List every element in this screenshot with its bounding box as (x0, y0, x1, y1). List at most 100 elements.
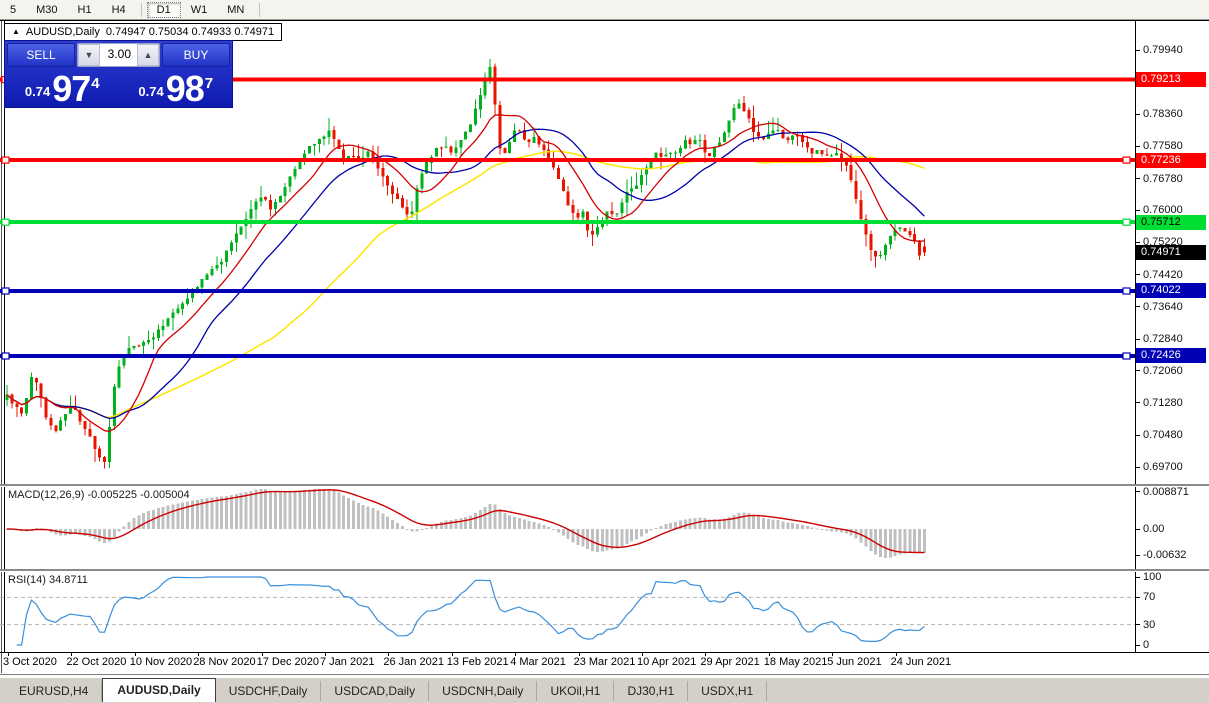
level-handle[interactable] (1, 352, 10, 360)
level-handle[interactable] (1122, 156, 1131, 164)
buy-price-prefix: 0.74 (138, 84, 164, 99)
price-level-label: 0.74971 (1136, 244, 1206, 260)
sell-button[interactable]: SELL (7, 43, 75, 67)
axis-tick-mark (1136, 554, 1140, 556)
price-axis-tick: 0.77580 (1143, 140, 1183, 153)
level-handle[interactable] (1, 218, 10, 226)
axis-tick-mark (1136, 624, 1140, 626)
rsi-pane-separator[interactable] (0, 569, 1209, 572)
time-axis-tick (705, 653, 707, 656)
price-axis-tick: 70 (1143, 591, 1156, 604)
volume-input[interactable]: 3.00 (107, 47, 131, 61)
time-axis-label: 23 Mar 2021 (573, 656, 636, 668)
time-axis-tick (642, 653, 643, 656)
chart-ohlc-values: 0.74947 0.75034 0.74933 0.74971 (105, 26, 275, 38)
level-handle[interactable] (1122, 352, 1131, 360)
price-axis-tick: 0.72840 (1143, 333, 1183, 346)
chart-top-border (0, 20, 1209, 21)
price-axis-tick: 0.00 (1143, 523, 1165, 535)
price-axis-tick: 0.78360 (1143, 108, 1183, 121)
time-axis-tick (198, 653, 200, 656)
level-handle[interactable] (1, 287, 10, 295)
price-level-label: 0.75712 (1136, 214, 1206, 230)
axis-tick-mark (1136, 434, 1140, 436)
timeframe-button-5[interactable]: 5 (10, 3, 17, 16)
buy-button[interactable]: BUY (162, 43, 230, 67)
chart-tab-AUDUSD-Daily[interactable]: AUDUSD,Daily (102, 677, 216, 702)
axis-tick-mark (1136, 576, 1140, 578)
axis-tick-mark (1136, 528, 1140, 530)
price-axis-tick: 0.72060 (1143, 364, 1183, 377)
time-axis-line (0, 652, 1209, 653)
toolbar-separator (140, 2, 142, 17)
rsi-indicator-label: RSI(14) 34.8711 (8, 574, 88, 586)
time-axis-label: 7 Jan 2021 (320, 656, 375, 668)
time-axis-tick (515, 653, 517, 656)
price-level-label: 0.77236 (1136, 152, 1206, 168)
timeframe-button-MN[interactable]: MN (227, 3, 245, 16)
chart-symbol-label: AUDUSD,Daily (25, 26, 100, 38)
chart-tabs-bar: EURUSD,H4 AUDUSD,Daily USDCHF,Daily USDCAD,… (0, 677, 1209, 703)
time-axis-label: 18 May 2021 (763, 656, 828, 668)
chart-tab-UKOil-H1[interactable]: UKOil,H1 (537, 680, 615, 701)
main-chart-canvas[interactable] (0, 20, 1135, 653)
axis-tick-mark (1136, 209, 1140, 211)
axis-tick-mark (1136, 178, 1140, 180)
axis-tick-mark (1136, 491, 1140, 493)
price-axis-tick: -0.00632 (1143, 549, 1187, 562)
timeframe-button-D1[interactable]: D1 (146, 1, 181, 18)
price-axis-tick: 0.73640 (1143, 300, 1183, 313)
time-axis-tick (832, 653, 834, 656)
volume-increase-button[interactable]: ▲ (137, 44, 159, 66)
timeframe-button-H1[interactable]: H1 (77, 3, 92, 16)
time-axis-tick (451, 653, 453, 656)
toolbar-separator (259, 2, 261, 17)
sell-price-big: 97 (52, 68, 91, 109)
time-axis-tick (325, 653, 326, 656)
price-axis-tick: 0.008871 (1143, 485, 1189, 498)
axis-tick-mark (1136, 644, 1140, 646)
time-axis-tick (71, 653, 73, 656)
price-level-label: 0.72426 (1136, 348, 1206, 364)
price-axis: 0.79940 0.78360 0.77580 0.76780 0.76000 0.752… (1136, 20, 1209, 653)
price-level-label: 0.79213 (1136, 72, 1206, 88)
macd-pane-separator[interactable] (0, 484, 1209, 487)
level-handle[interactable] (1, 156, 10, 164)
buy-price[interactable]: 0.74 98 7 (119, 67, 233, 107)
timeframe-button-W1[interactable]: W1 (190, 3, 208, 16)
time-axis-label: 29 Apr 2021 (700, 656, 760, 668)
axis-tick-mark (1136, 241, 1140, 243)
chart-tab-EURUSD-H4[interactable]: EURUSD,H4 (6, 680, 103, 701)
timeframe-toolbar: 5 M30 H1 H4 D1 W1 MN (0, 0, 1209, 20)
axis-tick-mark (1136, 466, 1140, 468)
timeframe-button-M30[interactable]: M30 (36, 3, 58, 16)
volume-decrease-button[interactable]: ▼ (78, 44, 100, 66)
time-axis-tick (768, 653, 770, 656)
collapse-panel-icon[interactable]: ▲ (12, 27, 20, 36)
sell-price[interactable]: 0.74 97 4 (5, 67, 119, 107)
price-level-label: 0.74022 (1136, 283, 1206, 299)
time-axis-label: 26 Jan 2021 (383, 656, 444, 668)
price-axis-tick: 0 (1143, 639, 1150, 651)
level-handle[interactable] (1122, 287, 1131, 295)
price-axis-tick: 0.79940 (1143, 44, 1183, 56)
chart-tab-USDCNH-Daily[interactable]: USDCNH,Daily (429, 680, 538, 701)
time-axis-label: 5 Jun 2021 (827, 656, 882, 668)
price-axis-tick: 0.76780 (1143, 172, 1183, 185)
chart-title-box: ▲ AUDUSD,Daily 0.74947 0.75034 0.74933 0… (4, 23, 283, 41)
timeframe-button-H4[interactable]: H4 (111, 3, 126, 16)
chart-tab-USDCAD-Daily[interactable]: USDCAD,Daily (321, 680, 430, 701)
price-axis-tick: 0.69700 (1143, 461, 1183, 473)
chart-tab-USDX-H1[interactable]: USDX,H1 (688, 680, 768, 701)
chart-tab-DJ30-H1[interactable]: DJ30,H1 (614, 680, 689, 701)
price-axis-tick: 0.70480 (1143, 429, 1183, 442)
time-axis-label: 10 Apr 2021 (637, 656, 697, 668)
level-handle[interactable] (1122, 218, 1131, 226)
axis-tick-mark (1136, 338, 1140, 340)
sell-price-sup: 4 (91, 75, 100, 92)
time-axis-tick (388, 653, 390, 656)
time-axis-tick (134, 653, 136, 656)
chart-tab-USDCHF-Daily[interactable]: USDCHF,Daily (216, 680, 322, 701)
time-axis-tick (895, 653, 897, 656)
time-axis-label: 28 Nov 2020 (193, 656, 256, 668)
